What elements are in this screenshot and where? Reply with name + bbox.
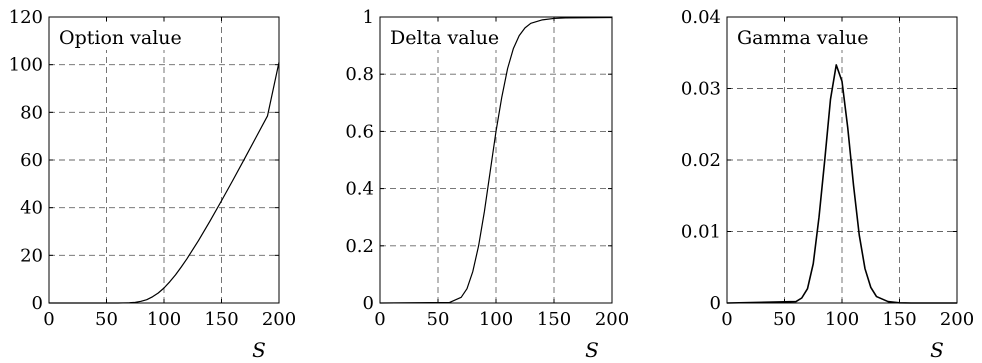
option-xtick-label: 200: [262, 309, 296, 330]
delta-xtick-label: 100: [479, 309, 513, 330]
gamma-ytick-label: 0.01: [681, 222, 721, 243]
option-ytick-label: 80: [20, 102, 43, 123]
delta-ytick-label: 0: [363, 293, 374, 314]
delta-x-axis-label: S: [585, 338, 599, 362]
option-ytick-label: 0: [32, 293, 43, 314]
gamma-xtick-label: 150: [882, 309, 916, 330]
delta-chart-title: Delta value: [390, 27, 499, 49]
gamma-value-panel: 0 50 100 150 200 0 0.01 0.02 0.03 0.04 Gamma value…: [681, 7, 974, 362]
delta-xtick-label: 200: [595, 309, 629, 330]
gamma-ytick-label: 0.03: [681, 79, 721, 100]
delta-xtick-label: 50: [427, 309, 450, 330]
delta-ytick-label: 0.4: [345, 179, 374, 200]
gamma-ytick-label: 0.04: [681, 7, 721, 28]
option-title-backing: [52, 22, 189, 50]
option-xtick-label: 50: [95, 309, 118, 330]
option-chart-title: Option value: [59, 27, 182, 49]
delta-ytick-label: 1: [363, 7, 374, 28]
gamma-xtick-label: 0: [721, 309, 732, 330]
option-xtick-label: 100: [147, 309, 181, 330]
option-ytick-label: 20: [20, 245, 43, 266]
delta-ytick-label: 0.2: [345, 236, 374, 257]
option-xtick-label: 150: [204, 309, 238, 330]
option-xtick-label: 0: [43, 309, 54, 330]
option-ytick-label: 120: [9, 7, 43, 28]
delta-ytick-label: 0.8: [345, 64, 374, 85]
delta-series-line: [379, 16, 613, 304]
option-value-panel: 0 50 100 150 200 0 20 40 60 80 100 120 Option value S: [9, 7, 297, 362]
gamma-series-line: [726, 64, 957, 304]
gamma-ytick-label: 0.02: [681, 150, 721, 171]
gamma-title-backing: [730, 22, 876, 50]
delta-ytick-label: 0.6: [345, 121, 374, 142]
delta-title-backing: [383, 22, 507, 50]
delta-xtick-label: 0: [374, 309, 385, 330]
delta-value-panel: 0 50 100 150 200 0 0.2 0.4 0.6 0.8 1 Delta value S: [345, 7, 629, 362]
option-ytick-label: 60: [20, 150, 43, 171]
gamma-x-axis-label: S: [930, 338, 944, 362]
gamma-ytick-label: 0: [710, 293, 721, 314]
gamma-xtick-label: 100: [825, 309, 859, 330]
option-x-axis-label: S: [252, 338, 266, 362]
gamma-xtick-label: 50: [773, 309, 796, 330]
option-series-line: [49, 62, 280, 304]
option-ytick-label: 100: [9, 55, 43, 76]
gamma-chart-title: Gamma value: [737, 27, 869, 49]
gamma-xtick-label: 200: [940, 309, 974, 330]
option-ytick-label: 40: [20, 198, 43, 219]
delta-xtick-label: 150: [537, 309, 571, 330]
